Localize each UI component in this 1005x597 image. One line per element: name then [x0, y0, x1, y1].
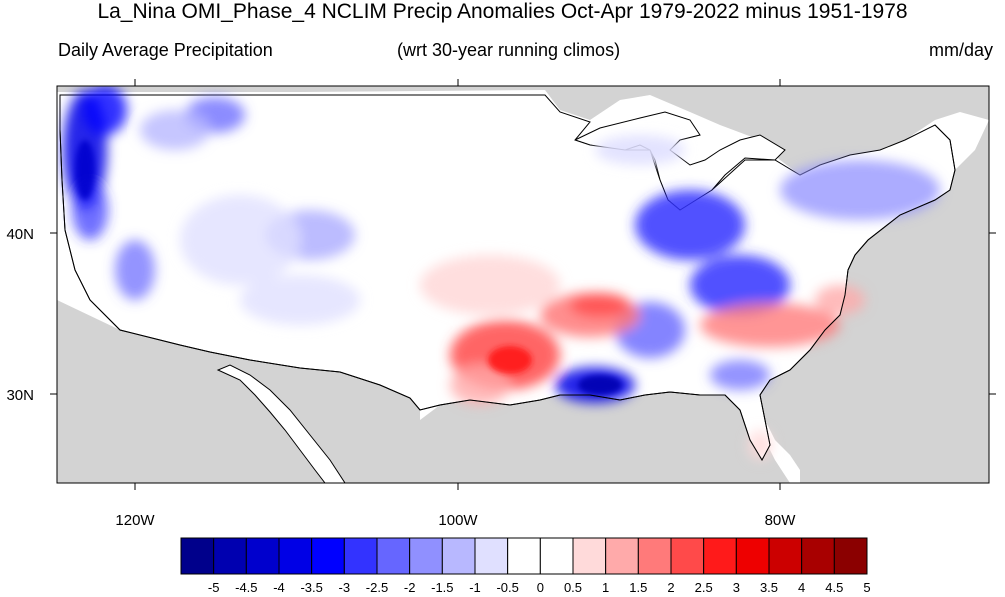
- colorbar-label: -1: [469, 580, 481, 595]
- lon-label-100w: 100W: [438, 512, 478, 529]
- map-frame: [56, 85, 990, 484]
- colorbar-swatch: [507, 537, 541, 575]
- colorbar-label: 0: [537, 580, 544, 595]
- colorbar-label: -2.5: [366, 580, 388, 595]
- map-panel: [57, 86, 989, 483]
- colorbar-label: 1: [602, 580, 609, 595]
- pacific-mexico-mask: [57, 300, 420, 483]
- colorbar-label: 2: [667, 580, 674, 595]
- figure-title: La_Nina OMI_Phase_4 NCLIM Precip Anomali…: [97, 0, 908, 23]
- colorbar-label: 4: [798, 580, 805, 595]
- baja-coast: [216, 364, 346, 483]
- colorbar-label: 0.5: [564, 580, 582, 595]
- left-subtitle: Daily Average Precipitation: [58, 40, 273, 60]
- canada-mask: [57, 86, 989, 175]
- colorbar-swatch: [245, 537, 280, 575]
- gulf-mask: [420, 392, 790, 483]
- colorbar-swatch: [670, 537, 705, 575]
- coastlines: [59, 124, 956, 462]
- colorbar-swatch: [605, 537, 639, 575]
- colorbar-label: -2: [404, 580, 416, 595]
- colorbar-swatch: [572, 537, 607, 575]
- colorbar-label: -5: [208, 580, 220, 595]
- colorbar-label: 4.5: [825, 580, 843, 595]
- colorbar-swatch: [376, 537, 411, 575]
- anomaly-field: [63, 86, 940, 460]
- colorbar-swatch: [637, 537, 672, 575]
- colorbar-label: -1.5: [431, 580, 453, 595]
- colorbar-label: 2.5: [695, 580, 713, 595]
- colorbar-label: -3.5: [300, 580, 322, 595]
- atlantic-mask: [760, 120, 989, 483]
- colorbar: -5 -4.5 -4 -3.5 -3 -2.5 -2 -1.5 -1 -0.5 0 0.5 1 1.5 2 2…: [180, 537, 871, 595]
- colorbar-swatch: [311, 537, 345, 575]
- lat-label-40n: 40N: [6, 226, 34, 243]
- colorbar-swatch: [768, 537, 803, 575]
- colorbar-swatch: [441, 537, 476, 575]
- colorbar-label: 3.5: [760, 580, 778, 595]
- colorbar-label: 5: [863, 580, 870, 595]
- colorbar-label: -3: [339, 580, 351, 595]
- colorbar-label: -0.5: [496, 580, 518, 595]
- colorbar-swatch: [833, 537, 868, 575]
- colorbar-swatch: [474, 537, 509, 575]
- anomaly-cores: [75, 140, 622, 395]
- lon-label-120w: 120W: [115, 512, 155, 529]
- center-subtitle: (wrt 30-year running climos): [397, 40, 621, 60]
- colorbar-label: -4.5: [235, 580, 257, 595]
- colorbar-label: 3: [733, 580, 740, 595]
- colorbar-swatch: [343, 537, 378, 575]
- colorbar-swatch: [180, 537, 215, 575]
- lon-label-80w: 80W: [765, 512, 797, 529]
- colorbar-swatch: [278, 537, 313, 575]
- colorbar-label: 1.5: [629, 580, 647, 595]
- colorbar-swatch: [539, 537, 574, 575]
- colorbar-swatch: [735, 537, 770, 575]
- lon-ticks: [50, 79, 996, 490]
- colorbar-swatch: [409, 537, 443, 575]
- colorbar-swatch: [213, 537, 247, 575]
- lat-label-30n: 30N: [6, 387, 34, 404]
- colorbar-swatch: [703, 537, 737, 575]
- colorbar-swatch: [801, 537, 835, 575]
- colorbar-label: -4: [273, 580, 285, 595]
- units-label: mm/day: [928, 40, 993, 60]
